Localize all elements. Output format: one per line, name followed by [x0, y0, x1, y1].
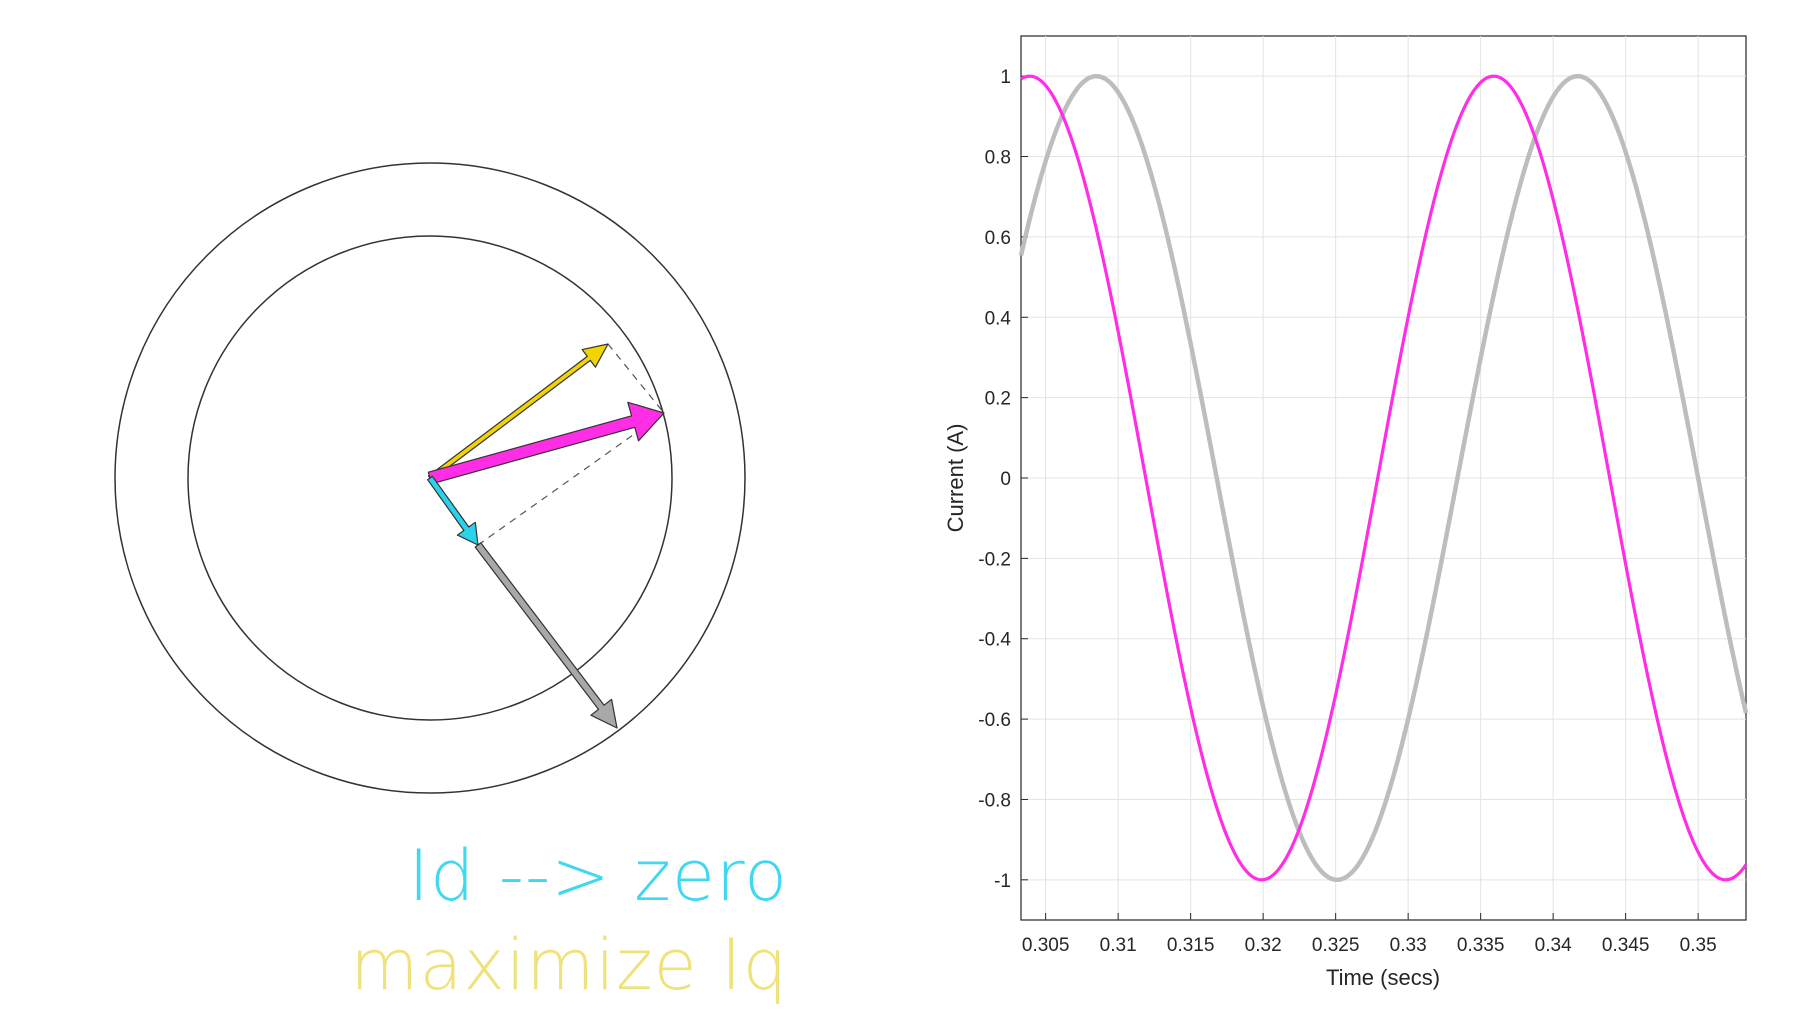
x-tick-label: 0.345	[1602, 935, 1650, 956]
y-axis-label: Current (A)	[943, 424, 968, 533]
x-tick-label: 0.33	[1390, 935, 1427, 956]
y-tick-label: 0.4	[985, 308, 1012, 329]
maximize-iq-caption: maximize Iq	[350, 924, 788, 1006]
x-tick-label: 0.305	[1022, 935, 1070, 956]
outer-circle	[114, 162, 746, 794]
x-tick-labels: 0.305 0.31 0.315 0.32 0.325 0.33 0.335 0.34 0.34…	[1022, 935, 1717, 956]
y-tick-label: 0.2	[985, 389, 1011, 410]
x-tick-label: 0.31	[1100, 935, 1137, 956]
inner-circle	[187, 235, 673, 721]
x-tick-label: 0.315	[1167, 935, 1215, 956]
y-tick-label: 0.6	[985, 228, 1011, 249]
id-zero-caption: Id --> zero	[408, 835, 788, 917]
x-tick-label: 0.32	[1245, 935, 1282, 956]
vectors-group	[427, 343, 665, 729]
y-tick-label: -0.8	[978, 790, 1011, 811]
y-tick-labels: 1 0.8 0.6 0.4 0.2 0 -0.2 -0.4 -0.6 -0.8 -1	[978, 67, 1011, 892]
y-tick-label: -0.6	[978, 710, 1011, 731]
y-tick-label: 0.8	[985, 148, 1011, 169]
y-tick-label: -0.4	[978, 630, 1011, 651]
y-tick-label: -1	[994, 871, 1011, 892]
x-tick-label: 0.35	[1680, 935, 1717, 956]
x-tick-label: 0.34	[1535, 935, 1572, 956]
series-lines	[1018, 73, 1749, 883]
x-axis-label: Time (secs)	[1326, 965, 1440, 990]
y-tick-label: 0	[1000, 469, 1011, 490]
magenta-series-line	[1020, 74, 1748, 882]
grid-lines	[1021, 36, 1746, 920]
x-tick-label: 0.325	[1312, 935, 1360, 956]
projection-line-q	[607, 343, 665, 414]
is-vector	[427, 401, 665, 485]
y-tick-label: 1	[1000, 67, 1011, 88]
flux-vector	[474, 542, 618, 729]
gray-series-line	[1018, 73, 1749, 883]
iq-vector	[427, 343, 609, 481]
vector-diagram	[114, 162, 746, 794]
x-tick-label: 0.335	[1457, 935, 1505, 956]
y-tick-label: -0.2	[978, 549, 1011, 570]
id-vector	[427, 475, 479, 546]
